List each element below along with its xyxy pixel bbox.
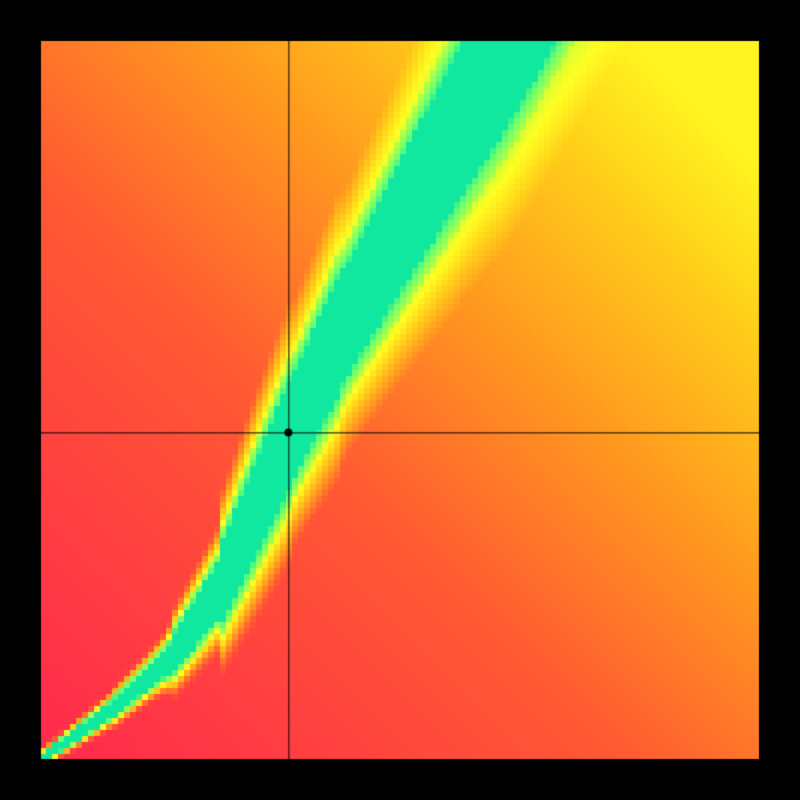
chart-container: TheBottleneck.com: [0, 0, 800, 800]
heatmap-canvas: [0, 0, 800, 800]
